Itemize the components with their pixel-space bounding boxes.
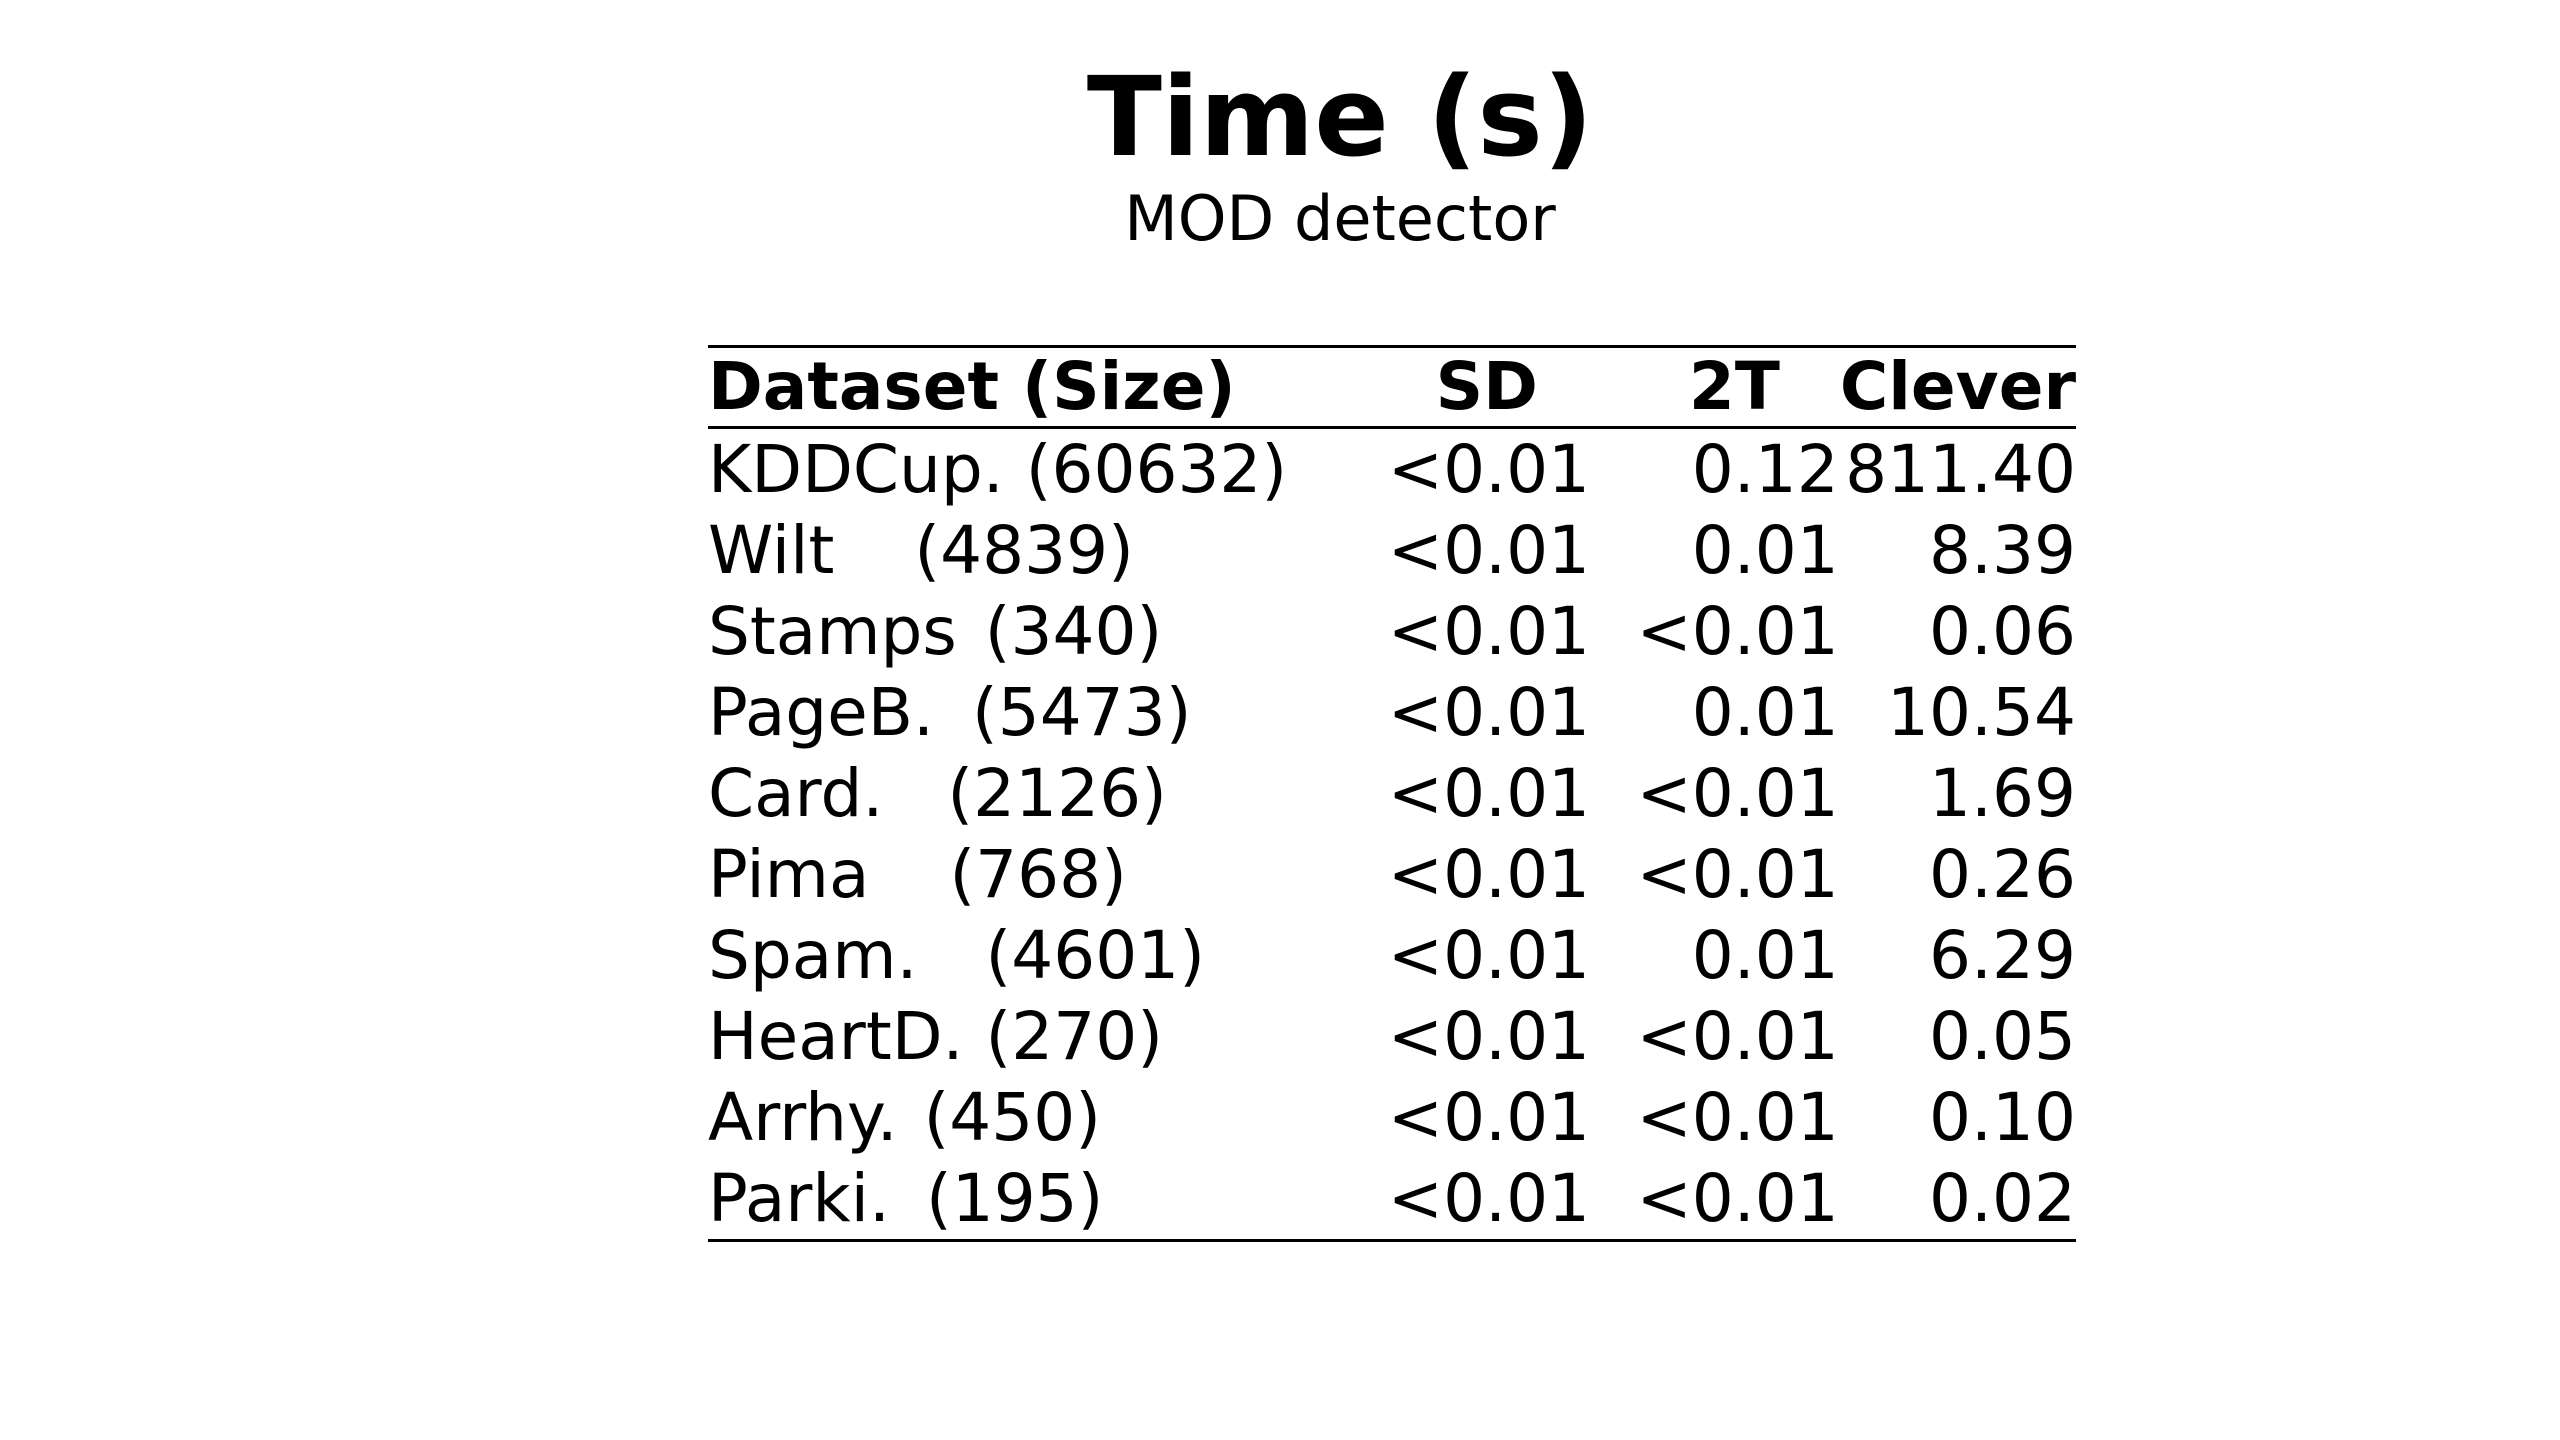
cell-dataset: Pima (768): [708, 834, 1323, 915]
cell-sd: <0.01: [1387, 754, 1591, 832]
dataset-name: Wilt: [708, 511, 835, 589]
cell-2t: <0.01: [1636, 997, 1839, 1075]
cell-2t: 0.01: [1691, 916, 1839, 994]
cell-sd: <0.01: [1387, 673, 1591, 751]
cell-2t: 0.12: [1691, 430, 1839, 508]
cell-2t: <0.01: [1636, 1078, 1839, 1156]
dataset-size: (450): [923, 1078, 1102, 1156]
cell-sd: <0.01: [1387, 1078, 1591, 1156]
cell-sd: <0.01: [1387, 835, 1591, 913]
cell-sd: <0.01: [1387, 592, 1591, 670]
cell-sd: <0.01: [1387, 511, 1591, 589]
dataset-name: Pima: [708, 835, 870, 913]
cell-clever: 6.29: [1929, 916, 2076, 994]
table-row: PageB. (5473) <0.01 0.01 10.54: [708, 672, 2076, 753]
slide-subtitle: MOD detector: [1124, 182, 1556, 255]
cell-clever: 0.06: [1929, 592, 2076, 670]
slide-title: Time (s): [1086, 53, 1594, 181]
cell-dataset: PageB. (5473): [708, 672, 1323, 753]
table-row: Wilt (4839) <0.01 0.01 8.39: [708, 510, 2076, 591]
table-row: Pima (768) <0.01 <0.01 0.26: [708, 834, 2076, 915]
cell-dataset: Wilt (4839): [708, 510, 1323, 591]
cell-dataset: Spam. (4601): [708, 915, 1323, 996]
dataset-name: PageB.: [708, 673, 935, 751]
cell-sd: <0.01: [1387, 1159, 1591, 1237]
cell-clever: 8.39: [1929, 511, 2076, 589]
header-dataset: Dataset (Size): [708, 348, 1236, 425]
table-header-row: Dataset (Size) SD 2T Clever: [708, 346, 2076, 428]
dataset-size: (195): [925, 1159, 1104, 1237]
cell-2t: <0.01: [1636, 835, 1839, 913]
timing-table: Dataset (Size) SD 2T Clever KDDCup. (6063…: [708, 345, 2076, 1242]
dataset-size: (340): [984, 592, 1163, 670]
cell-clever: 0.10: [1929, 1078, 2076, 1156]
table-row: Arrhy. (450) <0.01 <0.01 0.10: [708, 1077, 2076, 1158]
header-clever: Clever: [1839, 348, 2076, 425]
cell-dataset: Card. (2126): [708, 753, 1323, 834]
cell-clever: 0.02: [1929, 1159, 2076, 1237]
cell-2t: 0.01: [1691, 673, 1839, 751]
cell-2t: <0.01: [1636, 754, 1839, 832]
cell-clever: 811.40: [1845, 430, 2076, 508]
dataset-name: Card.: [708, 754, 884, 832]
dataset-size: (270): [985, 997, 1163, 1075]
cell-clever: 1.69: [1929, 754, 2076, 832]
table-row: HeartD. (270) <0.01 <0.01 0.05: [708, 996, 2076, 1077]
dataset-size: (4839): [914, 511, 1134, 589]
cell-sd: <0.01: [1387, 997, 1591, 1075]
cell-sd: <0.01: [1387, 916, 1591, 994]
cell-dataset: Stamps (340): [708, 591, 1323, 672]
cell-dataset: KDDCup. (60632): [708, 428, 1323, 511]
cell-2t: 0.01: [1691, 511, 1839, 589]
dataset-name: HeartD.: [708, 997, 964, 1075]
table-body: KDDCup. (60632) <0.01 0.12 811.40 Wilt (4839) <…: [708, 428, 2076, 1241]
dataset-size: (5473): [972, 673, 1192, 751]
cell-sd: <0.01: [1387, 430, 1591, 508]
header-2t: 2T: [1688, 348, 1780, 425]
table-row: Spam. (4601) <0.01 0.01 6.29: [708, 915, 2076, 996]
cell-dataset: Arrhy. (450): [708, 1077, 1323, 1158]
dataset-name: Stamps: [708, 592, 957, 670]
table-row: Card. (2126) <0.01 <0.01 1.69: [708, 753, 2076, 834]
table-row: KDDCup. (60632) <0.01 0.12 811.40: [708, 428, 2076, 511]
dataset-name: Parki.: [708, 1159, 890, 1237]
cell-clever: 0.05: [1929, 997, 2076, 1075]
dataset-size: (768): [949, 835, 1127, 913]
cell-dataset: HeartD. (270): [708, 996, 1323, 1077]
cell-clever: 0.26: [1929, 835, 2076, 913]
dataset-size: (2126): [947, 754, 1167, 832]
cell-2t: <0.01: [1636, 592, 1839, 670]
dataset-name: Arrhy.: [708, 1078, 898, 1156]
table-row: Parki. (195) <0.01 <0.01 0.02: [708, 1158, 2076, 1241]
dataset-size: (4601): [985, 916, 1205, 994]
dataset-name: Spam.: [708, 916, 918, 994]
cell-dataset: Parki. (195): [708, 1158, 1323, 1241]
cell-clever: 10.54: [1887, 673, 2076, 751]
header-sd: SD: [1435, 348, 1538, 425]
dataset-size: (60632): [1025, 430, 1288, 508]
table-row: Stamps (340) <0.01 <0.01 0.06: [708, 591, 2076, 672]
dataset-name: KDDCup.: [708, 430, 1004, 508]
cell-2t: <0.01: [1636, 1159, 1839, 1237]
